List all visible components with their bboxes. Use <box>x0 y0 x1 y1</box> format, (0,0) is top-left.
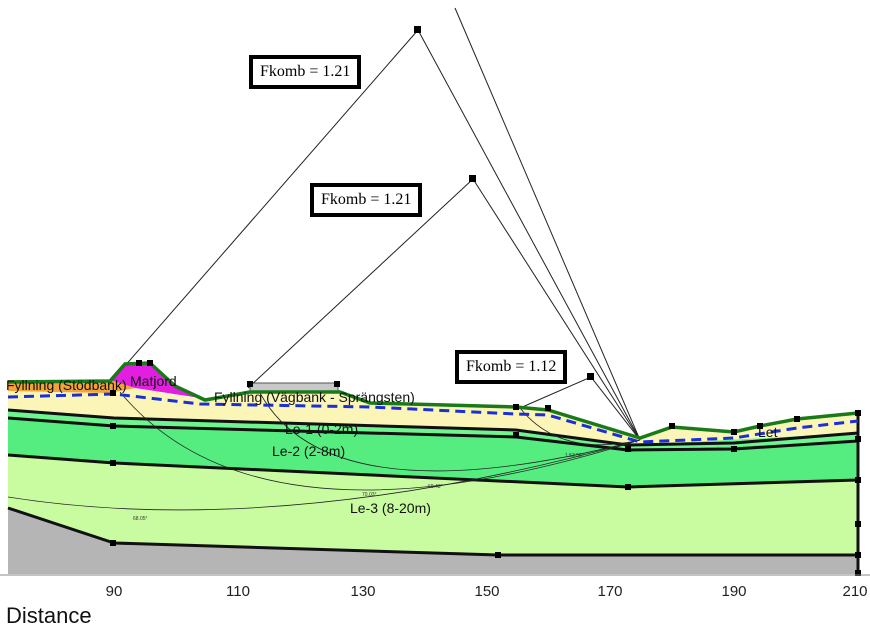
x-tick-150: 150 <box>474 583 500 600</box>
boundary-line-3 <box>7 453 859 489</box>
node-marker <box>669 423 675 429</box>
slip-surface-1 <box>519 407 641 446</box>
clay-layer-3 <box>8 455 858 555</box>
x-tick-210: 210 <box>842 583 868 600</box>
center-marker-1 <box>414 26 421 33</box>
layer-label-road-fill: Fyllning (Vägbank - Sprängsten) <box>214 389 415 405</box>
boundary-line-1 <box>7 408 859 447</box>
node-marker <box>334 381 340 387</box>
x-tick-190: 190 <box>721 583 747 600</box>
node-marker <box>731 429 737 435</box>
layer-label-fill-left: Fyllning (Stödbank) <box>6 377 127 393</box>
radius-line-4 <box>472 178 641 441</box>
node-marker <box>625 446 631 452</box>
node-marker <box>495 552 501 558</box>
node-marker <box>110 540 116 546</box>
boundary-line-2 <box>7 416 859 452</box>
clay-layer-2 <box>8 418 858 487</box>
node-marker <box>625 484 631 490</box>
node-marker <box>794 416 800 422</box>
layer-label-right: Let <box>758 424 778 440</box>
node-marker <box>855 552 861 558</box>
node-marker <box>147 360 153 366</box>
node-marker <box>247 381 253 387</box>
safety-factor-box-1: Fkomb = 1.21 <box>249 55 362 89</box>
x-tick-170: 170 <box>597 583 623 600</box>
slip-surface-3 <box>119 391 641 491</box>
center-marker-3 <box>587 373 594 380</box>
x-tick-110: 110 <box>226 583 250 600</box>
safety-factor-box-2: Fkomb = 1.21 <box>310 183 423 217</box>
layer-label-topsoil: Matjord <box>130 373 177 389</box>
radius-line-5 <box>519 376 592 409</box>
node-marker <box>757 423 763 429</box>
node-marker <box>513 432 519 438</box>
slip-surface-2 <box>259 392 641 472</box>
bedrock-layer <box>8 508 858 574</box>
layer-label-clay1: Le-1 (0-2m) <box>285 421 358 437</box>
slip-label-1: 1.53.56° <box>565 453 584 459</box>
node-marker <box>855 477 861 483</box>
x-tick-90: 90 <box>105 583 123 600</box>
radius-line-1 <box>109 29 419 384</box>
node-marker <box>731 446 737 452</box>
safety-factor-box-3: Fkomb = 1.12 <box>455 350 568 384</box>
node-marker <box>545 405 551 411</box>
x-axis-title: Distance <box>6 603 92 628</box>
boundary-line-4 <box>7 506 858 557</box>
radius-line-6 <box>590 376 641 441</box>
node-marker <box>110 460 116 466</box>
layer-label-clay2: Le-2 (2-8m) <box>272 443 345 459</box>
node-marker <box>855 521 861 527</box>
water-table <box>7 392 859 444</box>
layer-label-clay3: Le-3 (8-20m) <box>350 500 431 516</box>
radius-line-3 <box>247 178 474 389</box>
node-marker <box>513 404 519 410</box>
center-marker-2 <box>469 175 476 182</box>
node-marker <box>855 410 861 416</box>
node-marker <box>855 436 861 442</box>
topsoil-mound <box>110 363 200 398</box>
slip-surface-4 <box>7 439 641 511</box>
x-tick-130: 130 <box>350 583 376 600</box>
clay-layer-1 <box>8 410 858 450</box>
radius-line-7 <box>454 7 641 441</box>
node-marker <box>110 390 116 396</box>
node-marker <box>855 570 861 576</box>
radius-line-2 <box>417 29 641 441</box>
node-marker <box>110 423 116 429</box>
slip-label-4: 68.05° <box>133 516 148 522</box>
node-marker <box>136 360 142 366</box>
slip-label-2: 69.43° <box>428 484 443 490</box>
slip-label-3: 70.03° <box>362 492 377 498</box>
